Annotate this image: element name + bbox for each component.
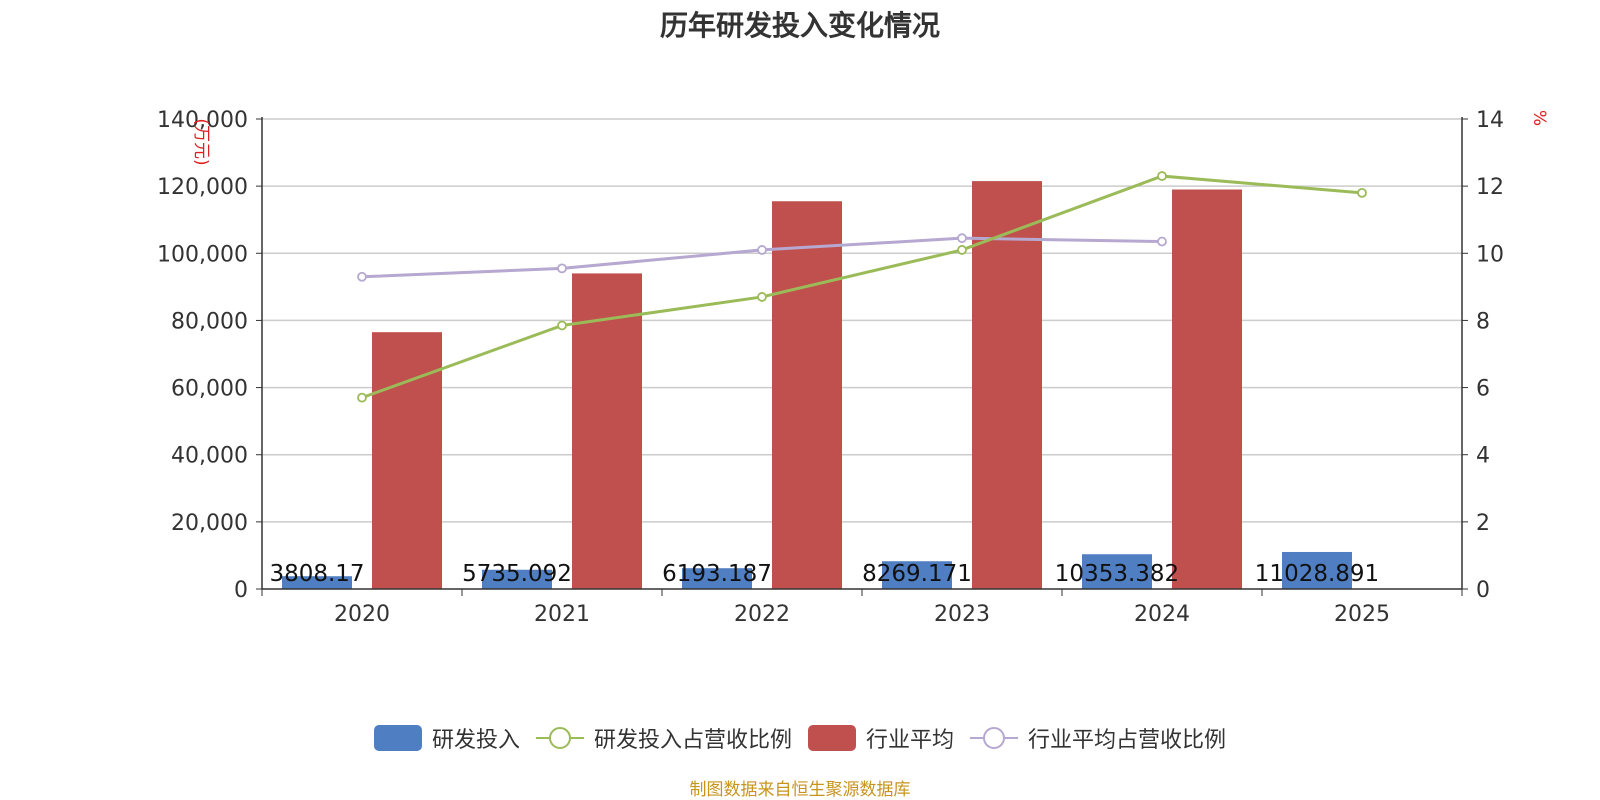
line-layer	[357, 171, 1367, 403]
data-labels: 3808.17 5735.092 6193.187 8269.171 10353.382…	[269, 561, 1379, 587]
y-left-tick-label: 100,000	[157, 242, 248, 267]
y-left-tick-label: 120,000	[157, 175, 248, 200]
legend-label: 研发投入占营收比例	[593, 728, 792, 753]
rd-ratio-point	[557, 320, 567, 331]
bar-rd-investment	[1282, 551, 1352, 589]
source-note: 制图数据来自恒生聚源数据库	[689, 780, 911, 800]
bar-industry-average	[572, 273, 642, 589]
industry-ratio-point	[557, 263, 567, 274]
bar-industry-average	[972, 181, 1042, 589]
bar-layer	[282, 181, 1352, 589]
y-left-tick-label: 0	[234, 578, 248, 603]
rd-ratio-point	[357, 392, 367, 403]
y-left-tick-label: 80,000	[171, 309, 248, 334]
legend-swatch-red	[808, 725, 856, 751]
data-label-rd-investment: 3808.17	[269, 561, 364, 587]
y-right-tick-label: 12	[1476, 175, 1504, 200]
axes: 0 20,000 40,000 60,000 80,000 100,000 120,000 1…	[157, 108, 1504, 627]
rd-ratio-line	[361, 174, 1363, 400]
x-tick-label: 2020	[334, 602, 390, 627]
y-right-tick-label: 10	[1476, 242, 1504, 267]
y-left-tick-label: 140,000	[157, 108, 248, 133]
y-right-tick-label: 6	[1476, 377, 1490, 402]
y-right-tick-label: 2	[1476, 511, 1490, 536]
y-left-tick-label: 40,000	[171, 444, 248, 469]
x-tick-label: 2023	[934, 602, 990, 627]
bar-rd-investment	[1082, 554, 1152, 589]
x-tick-label: 2022	[734, 602, 790, 627]
legend-swatch-blue	[373, 725, 422, 751]
industry-ratio-point	[757, 245, 767, 255]
y-right-unit: %	[1529, 110, 1549, 126]
legend: 研发投入 研发投入占营收比例 行业平均 行业平均占营收比例	[0, 720, 1600, 756]
bar-industry-average	[772, 201, 842, 589]
bar-rd-investment	[882, 561, 952, 589]
data-label-rd-investment: 11028.891	[1255, 561, 1379, 587]
y-right-tick-label: 0	[1476, 578, 1490, 603]
y-left-tick-label: 60,000	[171, 377, 248, 402]
chart-title: 历年研发投入变化情况	[659, 9, 940, 42]
bar-rd-investment	[282, 576, 352, 589]
data-label-rd-investment: 5735.092	[462, 561, 572, 587]
legend-item-rd-ratio[interactable]: 研发投入占营收比例	[535, 722, 792, 754]
y-left-unit: (万元)	[191, 118, 211, 165]
industry-ratio-point	[957, 233, 967, 244]
data-label-rd-investment: 10353.382	[1055, 561, 1179, 587]
data-label-rd-investment: 8269.171	[862, 561, 972, 587]
x-tick-label: 2025	[1334, 602, 1390, 627]
y-left-tick-label: 20,000	[171, 511, 248, 536]
legend-line-marker-green	[535, 727, 584, 749]
bar-industry-average	[1172, 189, 1242, 589]
bar-industry-average	[372, 332, 442, 589]
industry-ratio-point	[357, 271, 367, 282]
legend-item-rd-investment[interactable]: 研发投入	[373, 722, 520, 754]
bar-rd-investment	[682, 568, 752, 589]
data-label-rd-investment: 6193.187	[662, 561, 772, 587]
rd-ratio-point	[757, 292, 767, 302]
industry-ratio-point	[1157, 236, 1167, 247]
legend-label: 研发投入	[431, 728, 520, 753]
y-right-tick-label: 4	[1476, 444, 1490, 469]
legend-line-marker-purple	[970, 727, 1019, 749]
legend-item-industry-ratio[interactable]: 行业平均占营收比例	[970, 722, 1226, 754]
rd-ratio-point	[957, 245, 967, 255]
grid-lines	[262, 118, 1462, 523]
legend-label: 行业平均	[866, 728, 955, 753]
x-tick-label: 2021	[534, 602, 590, 627]
y-right-tick-label: 8	[1476, 309, 1490, 334]
chart-area: 0 20,000 40,000 60,000 80,000 100,000 120,000 1…	[157, 108, 1549, 627]
x-tick-label: 2024	[1134, 602, 1190, 627]
bar-rd-investment	[482, 569, 552, 589]
legend-item-industry-avg[interactable]: 行业平均	[808, 722, 954, 754]
rd-ratio-point	[1157, 171, 1167, 181]
y-right-tick-label: 14	[1476, 108, 1504, 133]
legend-label: 行业平均占营收比例	[1028, 728, 1227, 753]
rd-ratio-point	[1357, 187, 1367, 198]
